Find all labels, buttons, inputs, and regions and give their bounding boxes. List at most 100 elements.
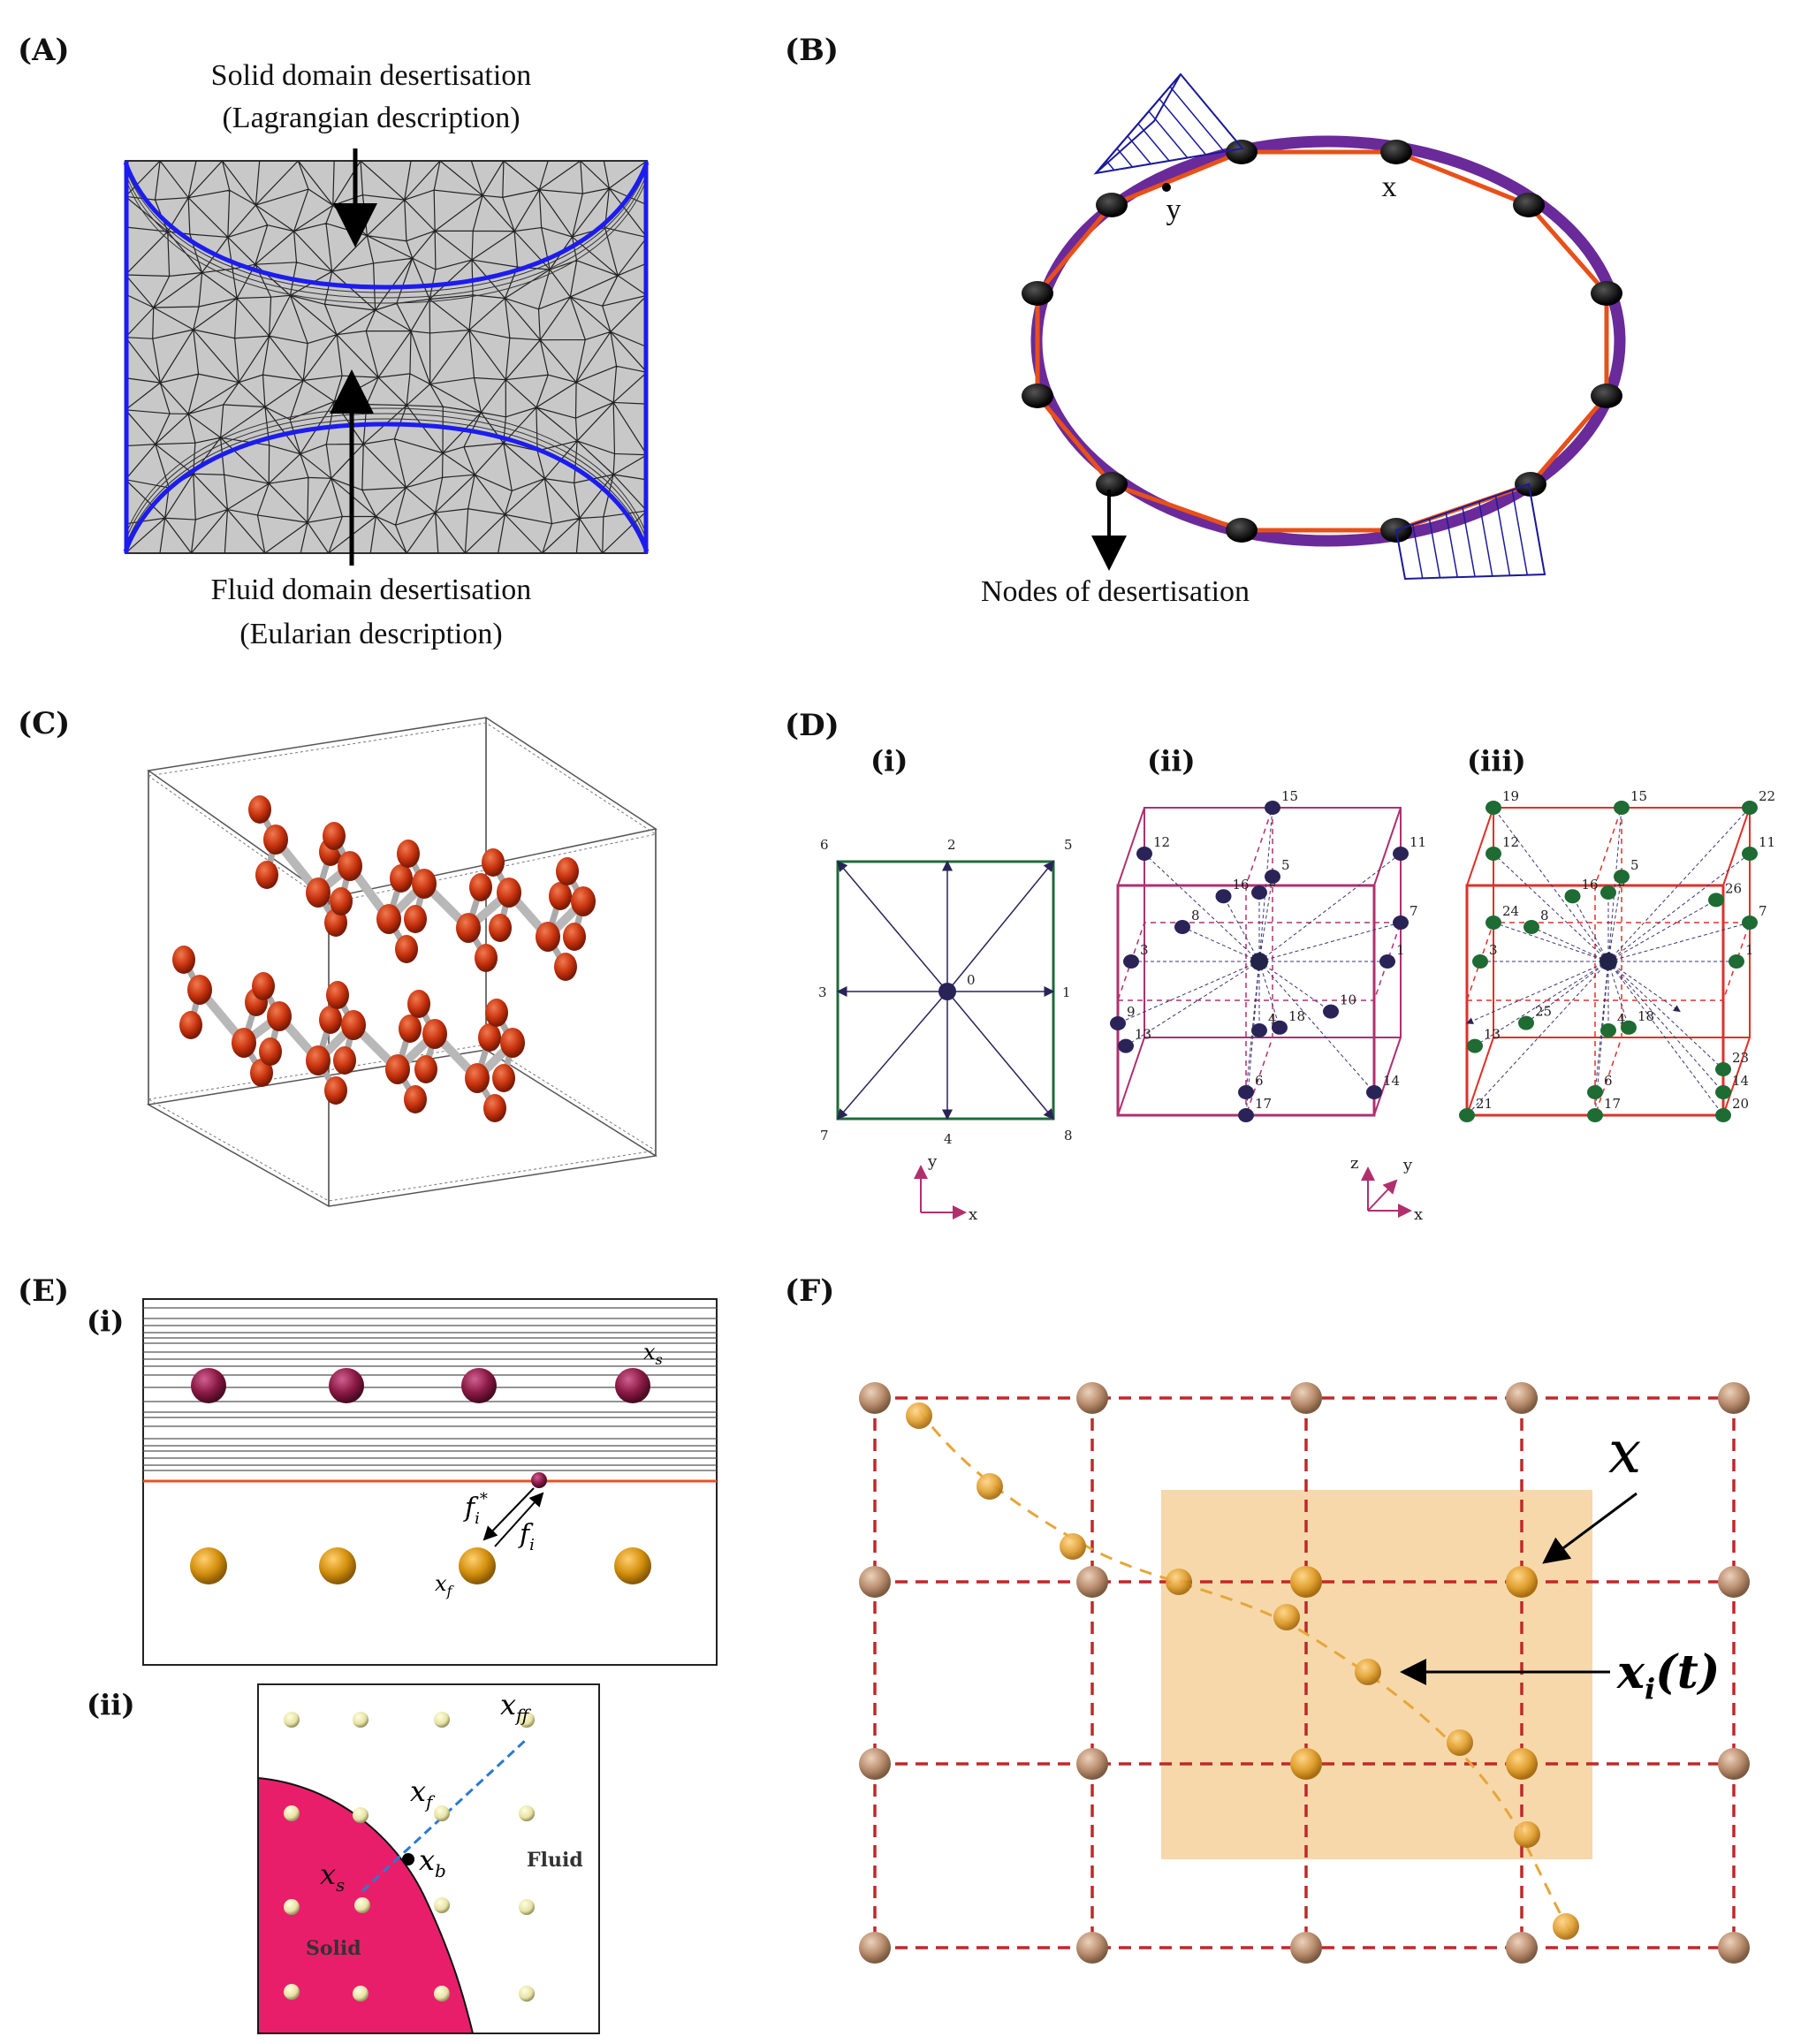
load-arrow [1412,524,1424,579]
solid-lagrangian-point [461,1368,497,1403]
d3q19-direction-number: 17 [1255,1096,1272,1112]
panel-d-sub-i: (i) [870,744,908,778]
lattice-node [284,1899,300,1915]
d3q27-direction-number: 23 [1732,1050,1749,1066]
d3q19-node [1323,1004,1339,1019]
d3q27-vector [1607,961,1724,1116]
lattice-node [434,1986,450,2002]
d3q27-direction-number: 12 [1502,834,1519,850]
oxygen-atom [250,1059,273,1087]
d3q27-direction-number: 15 [1630,788,1647,804]
d3q19-direction-number: 15 [1281,788,1298,804]
immersed-boundary-curve [917,1410,1575,1936]
fluid-eulerian-point [614,1547,651,1584]
d3q27-node [1708,893,1724,908]
d3q27-direction-number: 13 [1484,1027,1501,1043]
d3q27-vector [1466,961,1609,1116]
d3q27-node [1600,1023,1616,1037]
oxygen-atom [549,882,572,910]
solid-label: Solid [306,1937,361,1960]
d3q27-node [1485,916,1501,930]
d3q27-edge [1466,807,1494,886]
oxygen-atom [252,972,275,1000]
d3q19-direction-number: 6 [1255,1073,1264,1089]
d3q27-vector [1493,853,1609,962]
oxygen-atom [485,999,508,1027]
node-dot [1591,281,1622,306]
xff-label: xff [500,1688,532,1726]
panel-f-label: (F) [785,1273,834,1309]
lattice-node [284,1712,300,1728]
grid-node [1718,1932,1750,1964]
lagrangian-marker [1514,1821,1540,1848]
grid-node [859,1382,891,1414]
d2q9-vector [946,991,1054,1121]
d3q27-direction-number: 24 [1502,903,1519,919]
d2q9-direction-number: 7 [820,1128,829,1144]
d3q27-direction-number: 1 [1745,942,1754,958]
solid-lagrangian-point [191,1368,226,1403]
grid-node [1290,1566,1322,1598]
d3q27-vector [1607,961,1630,1029]
d3q27-direction-number: 3 [1489,942,1498,958]
d2q9-direction-number: 2 [947,837,956,853]
panel-d-sub-iii: (iii) [1467,744,1526,778]
box-bottom-face-shadow [147,1044,657,1202]
panel-b-label: (B) [785,33,839,68]
lagrangian-marker [1553,1913,1579,1940]
d3q19-node [1238,1108,1254,1122]
d3q19-node [1251,1023,1267,1037]
d3q27-direction-number: 14 [1732,1073,1749,1089]
d3q19-vector [1242,961,1260,1116]
d3q19-vector [1258,853,1402,962]
d2q9-direction-number: 4 [944,1131,953,1147]
lattice-node [434,1897,450,1913]
d3q19-mid-plane [1245,807,1273,1116]
d3q19-node [1393,916,1409,930]
axis3d-x-label: x [1414,1205,1423,1224]
oxygen-atom [404,905,427,933]
d3q19-node [1174,920,1190,934]
d3q19-vector [1258,807,1276,962]
d3q27-node [1621,1020,1637,1035]
d3q27-node [1485,847,1501,861]
grid-node [859,1932,891,1964]
d3q19-direction-number: 12 [1153,834,1170,850]
backbone-atom [306,878,331,908]
load-arrow [1148,110,1189,158]
d3q27-node [1485,801,1501,815]
d3q27-node [1587,1085,1603,1099]
force-interp-arrow [494,1492,544,1547]
oxygen-atom [323,822,346,850]
d3q27-vector [1607,961,1681,1013]
lagrangian-marker [906,1402,932,1429]
d3q19-vector [1258,961,1281,1029]
molecular-chains [172,795,596,1122]
big-x-arrow [1542,1492,1637,1564]
d3q27-direction-number: 22 [1759,788,1775,804]
lattice-node [353,1712,369,1728]
xs-label: xs [643,1340,663,1368]
force-spread-arrow [482,1487,535,1541]
mesh-refinement-line [125,178,647,304]
d3q19-vector [1258,961,1332,1013]
grid-node [1718,1566,1750,1598]
grid-node [1290,1932,1322,1964]
panel-e-sub-ii: (ii) [87,1688,135,1721]
node-dot [1226,518,1258,543]
load-arrow [1169,86,1225,152]
d3q27-vector [1474,961,1609,1047]
oxygen-atom [179,1011,202,1039]
axis2d-y-label: y [927,1152,938,1171]
load-arrow [1395,529,1406,580]
fluid-eulerian-point [459,1547,496,1584]
oxygen-atom [492,1064,515,1092]
oxygen-atom [404,1085,427,1113]
d3q19-direction-number: 11 [1409,834,1426,850]
xb-label: xb [419,1843,446,1881]
mesh-refinement-line [125,407,647,536]
grid-node [859,1748,891,1780]
mesh-refinement-line [125,167,647,293]
load-arrow [1428,518,1441,578]
oxygen-atom [475,944,498,972]
